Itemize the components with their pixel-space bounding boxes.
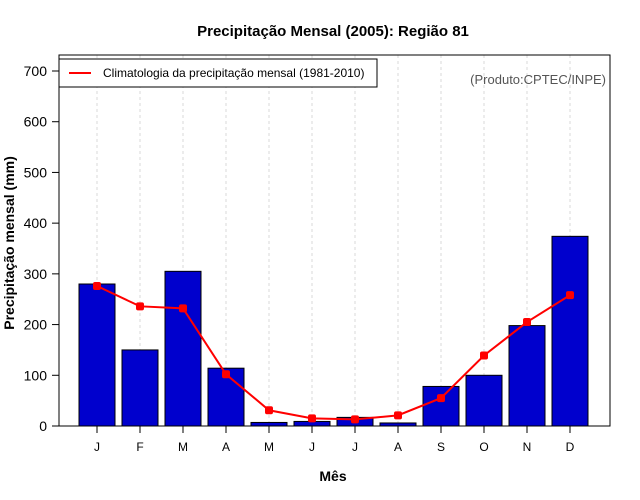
y-tick-label: 0 <box>39 418 47 434</box>
chart-title: Precipitação Mensal (2005): Região 81 <box>197 23 469 40</box>
x-tick-label: O <box>479 440 488 454</box>
climatology-point-3 <box>179 304 187 313</box>
x-tick-label: A <box>394 440 402 454</box>
bar-F-2 <box>121 349 159 427</box>
x-tick-label: F <box>136 440 143 454</box>
x-tick-label: S <box>437 440 445 454</box>
y-tick-label: 700 <box>24 63 48 79</box>
climatology-point-8 <box>394 411 402 420</box>
legend-entry-climatology: Climatologia da precipitação mensal (198… <box>103 66 364 80</box>
y-tick-label: 400 <box>24 215 48 231</box>
x-tick-label: M <box>178 440 188 454</box>
y-tick-label: 300 <box>24 266 48 282</box>
legend-box <box>58 58 378 88</box>
y-axis: 0 100 200 300 400 500 600 700 <box>24 55 60 434</box>
x-tick-label: J <box>94 440 100 454</box>
climatology-point-4 <box>222 370 230 379</box>
climatology-point-5 <box>265 406 273 415</box>
climatology-line <box>96 285 571 421</box>
bar-M-3 <box>164 270 202 427</box>
climatology-point-9 <box>437 394 445 403</box>
x-tick-label: M <box>264 440 274 454</box>
climatology-point-12 <box>566 291 574 300</box>
x-tick-label: J <box>352 440 358 454</box>
climatology-point-6 <box>308 414 316 423</box>
climatology-point-1 <box>93 282 101 291</box>
x-axis-label: Mês <box>319 468 346 484</box>
x-tick-label: D <box>566 440 575 454</box>
credit-text: (Produto:CPTEC/INPE) <box>470 72 606 87</box>
climatology-line-group <box>93 282 574 424</box>
climatology-point-10 <box>480 351 488 360</box>
y-tick-label: 200 <box>24 317 48 333</box>
x-tick-label: A <box>222 440 230 454</box>
bars-group <box>78 235 589 427</box>
y-tick-label: 600 <box>24 114 48 130</box>
x-tick-label: N <box>523 440 532 454</box>
x-tick-label: J <box>309 440 315 454</box>
grid-lines <box>96 55 571 426</box>
bar-S-9 <box>422 385 460 427</box>
climatology-point-7 <box>351 415 359 424</box>
y-tick-label: 500 <box>24 164 48 180</box>
legend: Climatologia da precipitação mensal (198… <box>58 58 378 88</box>
bar-J-1 <box>78 283 116 427</box>
bar-D-12 <box>551 235 589 427</box>
bar-M-5 <box>250 421 288 427</box>
climatology-point-11 <box>523 318 531 327</box>
bar-O-10 <box>465 374 503 427</box>
y-axis-label: Precipitação mensal (mm) <box>1 156 17 330</box>
climatology-point-2 <box>136 302 144 311</box>
y-tick-label: 100 <box>24 367 48 383</box>
bar-N-11 <box>508 325 546 427</box>
